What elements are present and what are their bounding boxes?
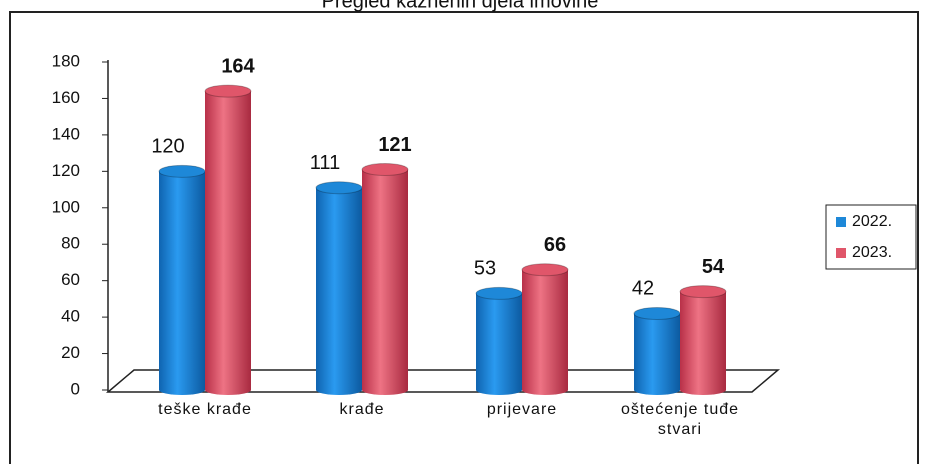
chart-title: Pregled kaznenih djela imovine <box>322 0 599 12</box>
legend-label: 2023. <box>852 244 892 261</box>
y-tick-label: 60 <box>61 270 80 289</box>
bar-top <box>361 163 409 177</box>
x-tick-label: prijevare <box>486 401 558 418</box>
bar-top <box>315 181 363 195</box>
y-tick-label: 80 <box>61 234 80 253</box>
chart-frame <box>9 11 919 464</box>
x-tick-label: teške krađe <box>158 401 252 418</box>
x-tick-label-box: krađe <box>339 401 385 418</box>
legend-label: 2022. <box>852 213 892 230</box>
legend <box>825 204 917 270</box>
bar-bottom <box>159 385 205 395</box>
data-label: 66 <box>544 234 566 256</box>
y-tick-label: 20 <box>61 343 80 362</box>
bar-top <box>679 285 727 299</box>
bar-bottom <box>316 385 362 395</box>
y-tick-label: 160 <box>52 88 80 107</box>
bar <box>316 187 362 390</box>
bar-top <box>521 263 569 277</box>
x-tick-label-box: oštećenje tuđe stvari <box>620 401 740 438</box>
legend-swatch <box>836 248 846 258</box>
y-tick-label: 140 <box>52 124 80 143</box>
x-tick-label: oštećenje tuđe stvari <box>620 401 740 438</box>
bar-bottom <box>205 385 251 395</box>
data-label: 111 <box>310 152 340 174</box>
bar <box>205 91 251 391</box>
bar-top <box>204 84 252 98</box>
y-tick-label: 120 <box>52 161 80 180</box>
bar-bottom <box>362 385 408 395</box>
x-tick-label-box: teške krađe <box>158 401 252 418</box>
bar-bottom <box>522 385 568 395</box>
data-label: 42 <box>632 278 654 300</box>
x-tick-label-box: prijevare <box>486 401 558 418</box>
bar <box>476 293 522 390</box>
x-tick-label: krađe <box>339 401 385 418</box>
data-label: 53 <box>474 258 496 280</box>
y-tick-label: 40 <box>61 307 80 326</box>
bar <box>362 169 408 390</box>
data-label: 120 <box>151 136 184 158</box>
bar <box>522 269 568 390</box>
bar <box>634 313 680 390</box>
y-tick-label: 100 <box>52 197 80 216</box>
data-label: 54 <box>702 256 725 278</box>
bar <box>159 171 205 390</box>
bar-top <box>158 164 206 178</box>
bar-top <box>633 306 681 320</box>
bar-bottom <box>634 385 680 395</box>
legend-swatch <box>836 217 846 227</box>
y-tick-label: 0 <box>71 379 80 398</box>
bar-bottom <box>680 385 726 395</box>
data-label: 121 <box>378 134 411 156</box>
bar-top <box>475 286 523 300</box>
bar-bottom <box>476 385 522 395</box>
y-tick-label: 180 <box>52 51 80 70</box>
bar <box>680 291 726 390</box>
data-label: 164 <box>221 55 255 77</box>
